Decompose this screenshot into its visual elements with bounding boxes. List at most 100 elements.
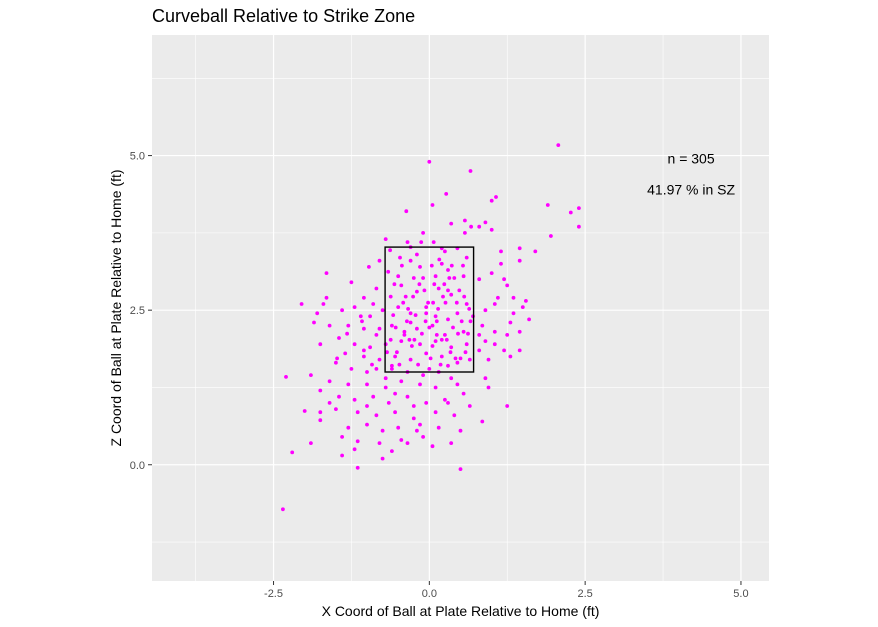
data-point — [520, 305, 525, 309]
data-point — [461, 391, 466, 396]
data-point — [524, 299, 528, 303]
data-point — [407, 337, 412, 342]
plot-panel — [152, 35, 769, 581]
data-point — [457, 288, 462, 293]
data-point — [527, 317, 531, 322]
data-point — [446, 317, 450, 322]
data-point — [281, 507, 285, 512]
data-point — [380, 308, 385, 313]
data-point — [420, 331, 424, 336]
data-point — [455, 311, 460, 316]
x-tick-label: 5.0 — [733, 588, 748, 600]
data-point — [346, 425, 351, 430]
data-point — [393, 391, 397, 396]
data-point — [444, 337, 449, 342]
data-point — [417, 282, 422, 287]
data-point — [352, 305, 357, 309]
data-point — [494, 195, 498, 199]
data-point — [436, 307, 440, 311]
data-point — [410, 344, 414, 348]
data-point — [349, 367, 354, 371]
data-point — [411, 404, 416, 408]
data-point — [349, 280, 354, 285]
data-point — [423, 319, 428, 324]
data-point — [404, 209, 409, 214]
data-point — [438, 362, 443, 367]
data-point — [302, 409, 307, 413]
data-point — [365, 382, 369, 387]
data-point — [421, 435, 425, 439]
data-point — [426, 300, 430, 305]
data-point — [464, 342, 469, 347]
data-point — [429, 263, 434, 268]
x-tick-label: 2.5 — [577, 588, 592, 600]
data-point — [370, 362, 374, 367]
data-point — [362, 348, 366, 353]
data-point — [549, 234, 553, 238]
data-point — [388, 337, 393, 342]
data-point — [419, 240, 424, 245]
data-point — [456, 331, 460, 336]
data-point — [433, 339, 438, 343]
data-point — [362, 354, 366, 359]
data-point — [477, 333, 482, 337]
data-point — [424, 305, 429, 309]
data-point — [309, 441, 313, 445]
data-point — [505, 283, 510, 288]
data-point — [284, 375, 288, 379]
data-point — [418, 265, 422, 269]
data-point — [352, 342, 357, 347]
data-point — [517, 246, 522, 251]
data-point — [400, 263, 404, 268]
data-point — [499, 249, 503, 254]
data-point — [355, 439, 360, 444]
data-point — [441, 294, 445, 299]
data-point — [411, 294, 415, 299]
data-point — [415, 289, 419, 294]
data-point — [415, 428, 419, 433]
data-point — [439, 261, 444, 266]
data-point — [439, 337, 444, 342]
data-point — [393, 354, 397, 359]
data-point — [431, 300, 435, 305]
data-point — [340, 308, 344, 313]
data-point — [383, 376, 388, 381]
data-point — [463, 231, 467, 235]
data-point — [480, 323, 485, 328]
data-point — [374, 367, 379, 371]
data-point — [405, 394, 410, 399]
data-point — [447, 276, 452, 280]
data-point — [368, 345, 372, 350]
data-point — [374, 333, 379, 337]
data-point — [337, 394, 341, 399]
data-point — [383, 237, 388, 242]
data-point — [496, 295, 500, 300]
data-point — [422, 288, 427, 293]
data-point — [418, 382, 422, 387]
data-point — [568, 210, 573, 215]
data-point — [340, 453, 344, 458]
data-point — [346, 382, 351, 387]
data-point — [405, 441, 410, 445]
data-point — [340, 435, 344, 439]
data-point — [397, 362, 402, 367]
data-point — [386, 401, 391, 405]
data-point — [398, 255, 402, 260]
data-point — [449, 441, 454, 445]
data-point — [430, 344, 435, 348]
y-tick-label: 5.0 — [130, 151, 145, 163]
data-point — [461, 263, 465, 268]
data-point — [406, 307, 410, 311]
data-point — [511, 311, 516, 316]
data-point — [461, 274, 466, 279]
data-point — [411, 276, 416, 280]
data-point — [489, 227, 494, 232]
data-point — [395, 350, 399, 355]
data-point — [411, 416, 416, 421]
data-point — [433, 385, 438, 390]
data-point — [399, 283, 404, 288]
data-point — [446, 288, 450, 293]
data-point — [318, 418, 323, 423]
data-point — [421, 373, 425, 377]
